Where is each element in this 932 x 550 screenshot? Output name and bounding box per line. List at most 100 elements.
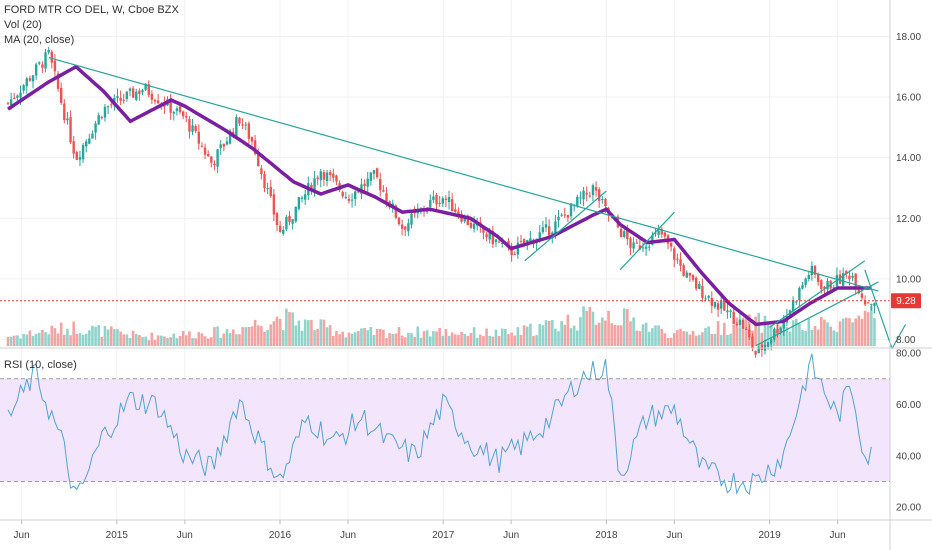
volume-bar[interactable]	[604, 320, 607, 346]
volume-bar[interactable]	[638, 331, 642, 346]
candle[interactable]	[673, 248, 676, 260]
volume-bar[interactable]	[72, 321, 75, 346]
volume-bar[interactable]	[419, 337, 423, 346]
candle[interactable]	[394, 205, 398, 218]
volume-bar[interactable]	[131, 330, 135, 346]
candle[interactable]	[188, 119, 191, 132]
volume-bar[interactable]	[59, 322, 63, 346]
candle[interactable]	[210, 156, 213, 163]
candle[interactable]	[53, 60, 57, 72]
volume-bar[interactable]	[128, 337, 132, 346]
candle[interactable]	[344, 197, 348, 199]
volume-bar[interactable]	[610, 323, 614, 346]
candle[interactable]	[766, 342, 770, 347]
volume-bar[interactable]	[804, 330, 807, 346]
volume-bar[interactable]	[435, 331, 438, 346]
candle[interactable]	[854, 273, 857, 289]
candle[interactable]	[494, 239, 498, 243]
candle[interactable]	[651, 235, 654, 245]
candle[interactable]	[569, 203, 573, 217]
candle[interactable]	[554, 221, 557, 234]
volume-bar[interactable]	[863, 310, 867, 346]
volume-bar[interactable]	[685, 331, 689, 346]
candle[interactable]	[385, 193, 388, 202]
candle[interactable]	[867, 302, 870, 304]
candle[interactable]	[641, 247, 645, 249]
volume-bar[interactable]	[250, 326, 254, 346]
candle[interactable]	[497, 241, 501, 243]
candle[interactable]	[682, 265, 685, 276]
volume-bar[interactable]	[203, 336, 207, 346]
candle[interactable]	[19, 92, 22, 98]
candle[interactable]	[50, 51, 53, 63]
volume-bar[interactable]	[688, 334, 692, 346]
candle[interactable]	[576, 196, 579, 207]
candle[interactable]	[354, 191, 357, 200]
candle[interactable]	[694, 277, 698, 289]
volume-bar[interactable]	[350, 333, 354, 346]
volume-bar[interactable]	[144, 336, 147, 346]
candle[interactable]	[538, 232, 541, 241]
candle[interactable]	[435, 195, 438, 205]
candle[interactable]	[56, 73, 60, 89]
candle[interactable]	[826, 280, 829, 290]
volume-bar[interactable]	[363, 327, 366, 346]
volume-bar[interactable]	[694, 335, 698, 346]
candle[interactable]	[119, 97, 122, 101]
candle[interactable]	[466, 215, 470, 226]
volume-bar[interactable]	[344, 337, 348, 346]
volume-bar[interactable]	[488, 335, 492, 346]
volume-bar[interactable]	[635, 330, 639, 346]
volume-bar[interactable]	[156, 335, 160, 346]
volume-bar[interactable]	[710, 334, 714, 346]
candle[interactable]	[369, 172, 373, 181]
candle[interactable]	[225, 141, 229, 145]
volume-bar[interactable]	[766, 323, 770, 346]
candle[interactable]	[579, 197, 582, 199]
volume-bar[interactable]	[741, 321, 745, 346]
volume-bar[interactable]	[338, 334, 341, 346]
volume-bar[interactable]	[672, 333, 676, 346]
candle[interactable]	[375, 168, 379, 178]
volume-bar[interactable]	[103, 325, 107, 346]
candle[interactable]	[629, 238, 632, 248]
volume-bar[interactable]	[541, 325, 545, 346]
volume-bar[interactable]	[385, 338, 388, 346]
price-axis[interactable]: 8.00 10.00 12.00 14.00 16.00 18.00	[896, 32, 921, 346]
candle[interactable]	[272, 194, 276, 215]
volume-bar[interactable]	[313, 330, 316, 346]
volume-bar[interactable]	[547, 320, 551, 346]
volume-bar[interactable]	[726, 334, 729, 346]
volume-bar[interactable]	[873, 318, 876, 346]
candle[interactable]	[294, 206, 297, 222]
candle[interactable]	[75, 152, 79, 160]
candle[interactable]	[131, 88, 135, 98]
volume-bar[interactable]	[701, 332, 704, 346]
candle[interactable]	[16, 95, 19, 98]
candle[interactable]	[635, 242, 638, 244]
volume-bar[interactable]	[285, 308, 288, 346]
volume-bar[interactable]	[56, 333, 60, 346]
candle[interactable]	[588, 195, 592, 197]
candle[interactable]	[153, 100, 157, 102]
volume-bar[interactable]	[497, 335, 501, 346]
volume-bar[interactable]	[272, 321, 276, 346]
candle[interactable]	[297, 197, 301, 209]
volume-bar[interactable]	[707, 326, 710, 346]
time-axis[interactable]: Jun 2015 Jun 2016 Jun 2017 Jun 2018 Jun 2019 Jun	[14, 520, 846, 541]
volume-bar[interactable]	[532, 336, 535, 346]
volume-bar[interactable]	[482, 336, 485, 346]
candle[interactable]	[6, 102, 10, 104]
volume-bar[interactable]	[328, 325, 332, 346]
volume-bar[interactable]	[125, 334, 129, 346]
volume-bar[interactable]	[63, 334, 66, 346]
volume-bar[interactable]	[400, 335, 404, 346]
volume-bar[interactable]	[601, 317, 604, 346]
candle[interactable]	[91, 133, 94, 139]
volume-bar[interactable]	[679, 328, 682, 346]
candle[interactable]	[106, 106, 110, 108]
volume-bar[interactable]	[582, 306, 585, 346]
candle[interactable]	[757, 346, 760, 354]
volume-bar[interactable]	[829, 326, 832, 346]
volume-bar[interactable]	[507, 334, 510, 346]
